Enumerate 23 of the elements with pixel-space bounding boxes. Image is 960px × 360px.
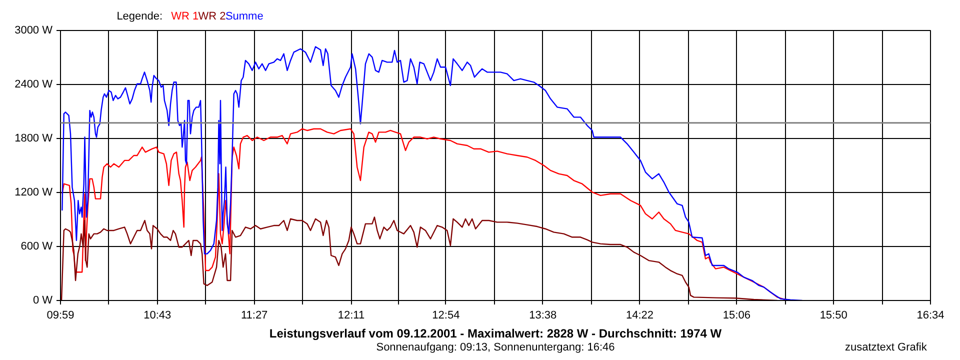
text: zusatztext Grafik xyxy=(844,342,928,354)
text: Sonnenaufgang: 09:13, Sonnenuntergang: 16:46 xyxy=(376,342,615,354)
x-tick-label: 11:27 xyxy=(240,310,268,322)
text: Summe xyxy=(225,10,264,22)
y-tick-label: 600 W xyxy=(20,240,54,252)
x-tick-label: 16:34 xyxy=(916,310,944,322)
legend-title: Legende: xyxy=(116,10,163,22)
x-tick-label: 12:11 xyxy=(338,310,365,322)
x-tick-label: 09:59 xyxy=(46,310,74,322)
x-tick-label: 13:38 xyxy=(529,310,557,322)
y-tick-label: 1200 W xyxy=(14,186,54,198)
y-tick-label: 3000 W xyxy=(14,24,54,36)
text: WR 2 xyxy=(198,10,226,22)
x-tick-label: 12:54 xyxy=(432,310,460,322)
x-tick-label: 15:06 xyxy=(722,310,750,322)
text: Leistungsverlauf vom 09.12.2001 - Maximalwert: 2828 W - Durchschnitt: 1974 W xyxy=(269,326,722,340)
text: WR 1 xyxy=(171,10,199,22)
y-tick-label: 1800 W xyxy=(14,132,54,144)
x-tick-label: 10:43 xyxy=(144,310,172,322)
y-tick-label: 0 W xyxy=(32,294,54,306)
x-tick-label: 15:50 xyxy=(820,310,848,322)
y-tick-label: 2400 W xyxy=(14,78,54,90)
x-tick-label: 14:22 xyxy=(626,310,654,322)
